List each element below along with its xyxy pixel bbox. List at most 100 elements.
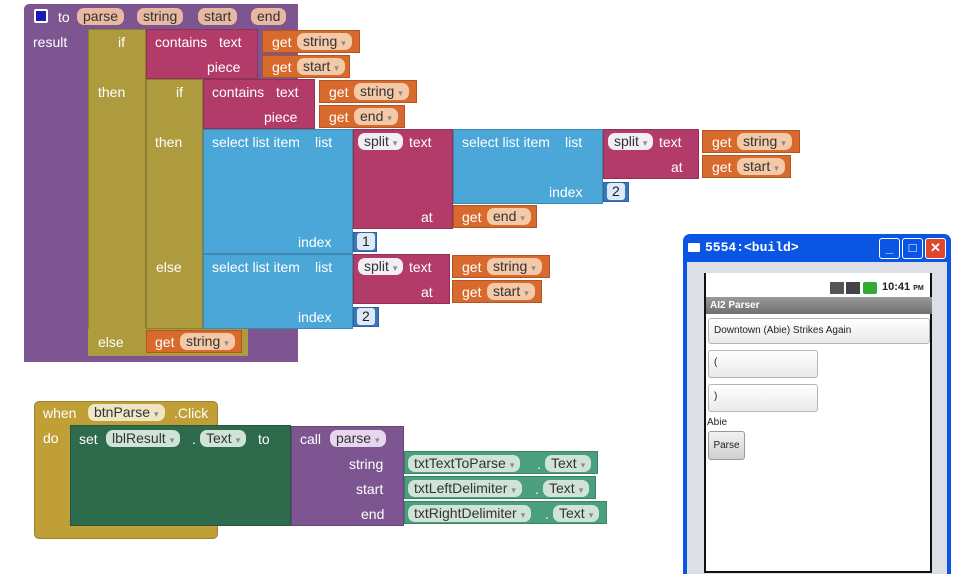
clock: 10:41 PM: [882, 281, 924, 293]
mutator-icon[interactable]: [34, 9, 48, 23]
piece-label: piece: [264, 109, 298, 125]
number-value[interactable]: 2: [357, 308, 375, 325]
text-label: text: [409, 259, 432, 275]
var-dropdown[interactable]: end ▾: [354, 108, 398, 125]
window-title: 5554:<build>: [705, 240, 799, 255]
property-dropdown[interactable]: Text ▾: [543, 480, 590, 497]
param-end[interactable]: end: [251, 8, 287, 25]
var-dropdown[interactable]: string ▾: [180, 333, 235, 350]
then-label: then: [155, 134, 183, 150]
text-label: text: [409, 134, 432, 150]
text-to-parse-field[interactable]: Downtown (Abie) Strikes Again: [708, 318, 930, 344]
dot-label: .: [535, 481, 539, 497]
select-list-item-label: select list item: [462, 134, 550, 150]
result-label: Abie: [707, 417, 728, 428]
property-dropdown[interactable]: Text ▾: [553, 505, 600, 522]
list-label: list: [565, 134, 583, 150]
var-dropdown[interactable]: string ▾: [354, 83, 409, 100]
var-dropdown[interactable]: string ▾: [737, 133, 792, 150]
get-label: get: [462, 259, 482, 275]
do-label: do: [43, 430, 59, 446]
if-block-outer[interactable]: [88, 29, 146, 356]
split-dropdown[interactable]: split ▾: [608, 133, 654, 150]
parse-button[interactable]: Parse: [708, 431, 745, 460]
index-label: index: [298, 309, 332, 325]
arg-label: end: [361, 506, 385, 522]
app-title: AI2 Parser: [710, 300, 760, 311]
text-to-parse-value: Downtown (Abie) Strikes Again: [714, 325, 852, 336]
if-label: if: [176, 84, 183, 100]
clock-ampm: PM: [913, 285, 924, 292]
minimize-button[interactable]: _: [879, 238, 900, 259]
var-dropdown[interactable]: start ▾: [737, 158, 785, 175]
text-label: text: [219, 34, 242, 50]
component-dropdown[interactable]: txtLeftDelimiter ▾: [408, 480, 522, 497]
arg-label: string: [349, 456, 384, 472]
dot-label: .: [537, 456, 541, 472]
else-label: else: [98, 334, 124, 350]
get-label: get: [712, 134, 732, 150]
var-dropdown[interactable]: end ▾: [487, 208, 531, 225]
var-dropdown[interactable]: string ▾: [297, 33, 352, 50]
text-label: text: [276, 84, 299, 100]
set-label: set: [79, 431, 98, 447]
number-value[interactable]: 1: [357, 233, 375, 250]
property-dropdown[interactable]: Text ▾: [545, 455, 592, 472]
contains-block-2[interactable]: [203, 79, 315, 129]
contains-block-1[interactable]: [146, 29, 258, 79]
var-dropdown[interactable]: start ▾: [297, 58, 345, 75]
select-list-item-block-2[interactable]: [453, 129, 603, 204]
phone-screen: 10:41 PM AI2 Parser Downtown (Abie) Stri…: [704, 273, 932, 573]
get-label: get: [272, 34, 292, 50]
at-label: at: [421, 209, 433, 225]
target-dropdown[interactable]: lblResult ▾: [106, 430, 181, 447]
procedure-dropdown[interactable]: parse ▾: [330, 430, 386, 447]
var-dropdown[interactable]: start ▾: [487, 283, 535, 300]
get-label: get: [155, 334, 175, 350]
get-label: get: [462, 209, 482, 225]
at-label: at: [421, 284, 433, 300]
then-label: then: [98, 84, 126, 100]
contains-label: contains: [212, 84, 265, 100]
contains-label: contains: [155, 34, 208, 50]
component-dropdown[interactable]: btnParse ▾: [88, 404, 165, 421]
select-list-item-block-1[interactable]: [203, 129, 353, 254]
select-list-item-block-3[interactable]: [203, 254, 353, 329]
left-delimiter-value: (: [714, 357, 718, 368]
app-title-bar: AI2 Parser: [706, 297, 932, 314]
var-dropdown[interactable]: string ▾: [487, 258, 542, 275]
get-label: get: [462, 284, 482, 300]
clock-time: 10:41: [882, 281, 911, 293]
dot-label: .: [192, 431, 196, 447]
signal-icon: [846, 282, 860, 294]
param-start[interactable]: start: [198, 8, 238, 25]
list-label: list: [315, 259, 333, 275]
close-button[interactable]: ✕: [925, 238, 946, 259]
if-block-inner[interactable]: [146, 79, 203, 329]
param-string[interactable]: string: [137, 8, 184, 25]
to-label: to: [258, 431, 270, 447]
right-delimiter-field[interactable]: ): [708, 384, 818, 412]
else-label: else: [156, 259, 182, 275]
procedure-name[interactable]: parse: [77, 8, 125, 25]
to-label: to: [58, 9, 70, 25]
get-label: get: [272, 59, 292, 75]
property-dropdown[interactable]: Text ▾: [200, 430, 247, 447]
select-list-item-label: select list item: [212, 134, 300, 150]
event-name: .Click: [174, 405, 209, 421]
number-value[interactable]: 2: [607, 183, 625, 200]
left-delimiter-field[interactable]: (: [708, 350, 818, 378]
split-dropdown[interactable]: split ▾: [358, 133, 404, 150]
get-label: get: [712, 159, 732, 175]
call-label: call: [300, 431, 322, 447]
dot-label: .: [545, 506, 549, 522]
piece-label: piece: [207, 59, 241, 75]
split-dropdown[interactable]: split ▾: [358, 258, 404, 275]
battery-icon: [863, 282, 877, 294]
component-dropdown[interactable]: txtRightDelimiter ▾: [408, 505, 532, 522]
list-label: list: [315, 134, 333, 150]
component-dropdown[interactable]: txtTextToParse ▾: [408, 455, 521, 472]
maximize-button[interactable]: □: [902, 238, 923, 259]
get-label: get: [329, 109, 349, 125]
text-label: text: [659, 134, 682, 150]
